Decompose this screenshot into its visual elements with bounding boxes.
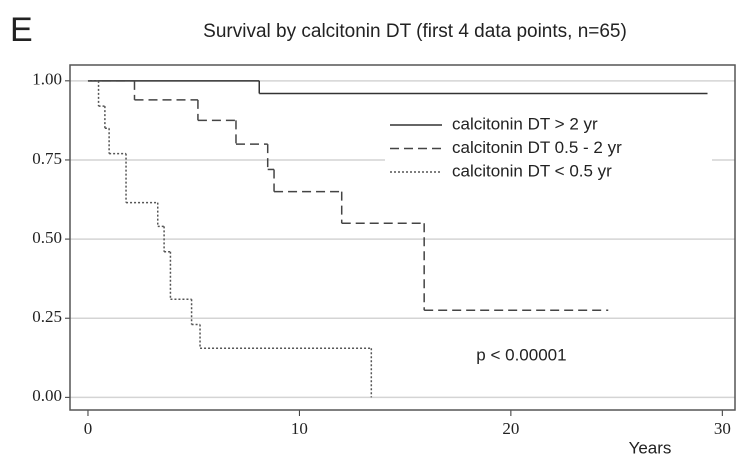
x-tick-label: 20 <box>502 419 519 438</box>
y-tick-label: 0.00 <box>32 386 62 405</box>
plot-frame <box>69 64 736 411</box>
chart-title: Survival by calcitonin DT (first 4 data … <box>203 21 627 42</box>
x-tick-label: 30 <box>714 419 731 438</box>
panel-label: E <box>10 11 33 49</box>
legend-label: calcitonin DT 0.5 - 2 yr <box>452 138 622 157</box>
y-tick-label: 1.00 <box>32 70 62 89</box>
x-tick-label: 10 <box>291 419 308 438</box>
y-tick-label: 0.25 <box>32 307 62 326</box>
legend-label: calcitonin DT > 2 yr <box>452 114 598 133</box>
x-tick-label: 0 <box>84 419 93 438</box>
annotation: p < 0.00001 <box>476 346 566 365</box>
x-axis-label: Years <box>629 438 672 457</box>
y-tick-label: 0.75 <box>32 149 62 168</box>
legend-label: calcitonin DT < 0.5 yr <box>452 161 612 180</box>
y-tick-label: 0.50 <box>32 228 62 247</box>
